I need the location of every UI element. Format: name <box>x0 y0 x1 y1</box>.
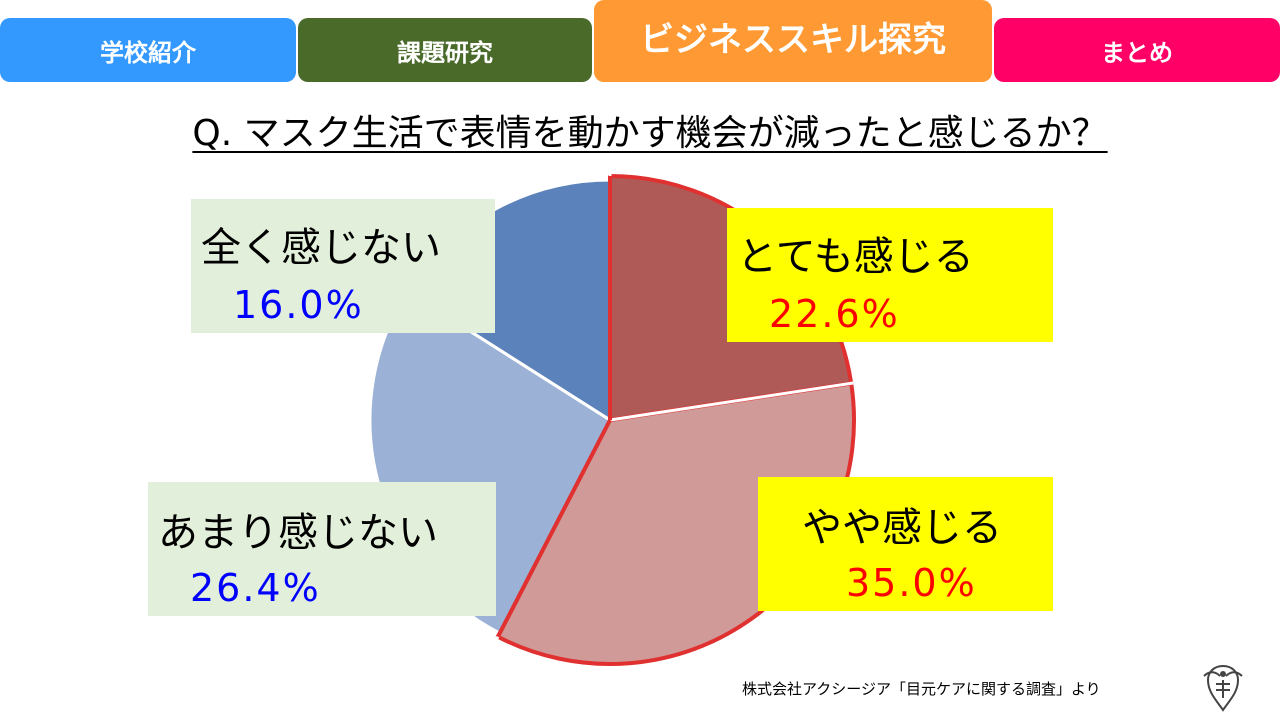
value-label: 26.4% <box>190 566 321 610</box>
source-note: 株式会社アクシージア「目元ケアに関する調査」より <box>742 680 1101 698</box>
value-label: 22.6% <box>769 292 900 336</box>
highlight-edge <box>496 419 612 638</box>
category-label: 全く感じない <box>201 225 441 271</box>
label-box-very: とても感じる 22.6% <box>727 208 1053 342</box>
label-box-somewhat: やや感じる 35.0% <box>758 477 1053 611</box>
category-label: やや感じる <box>802 505 1002 551</box>
value-label: 16.0% <box>233 283 364 327</box>
value-label: 35.0% <box>846 561 977 605</box>
category-label: あまり感じない <box>158 510 438 556</box>
tab-summary[interactable]: まとめ <box>994 18 1280 82</box>
category-label: とても感じる <box>737 234 974 280</box>
label-box-not-at-all: 全く感じない 16.0% <box>191 199 495 333</box>
label-box-not-much: あまり感じない 26.4% <box>148 482 496 616</box>
pie-separator <box>609 381 854 422</box>
tab-school-intro[interactable]: 学校紹介 <box>0 18 296 82</box>
tab-business-skill[interactable]: ビジネススキル探究 <box>594 0 992 82</box>
tab-research[interactable]: 課題研究 <box>298 18 592 82</box>
school-emblem-icon <box>1203 664 1243 712</box>
question-title: Q. マスク生活で表情を動かす機会が減ったと感じるか？ <box>192 113 1108 154</box>
